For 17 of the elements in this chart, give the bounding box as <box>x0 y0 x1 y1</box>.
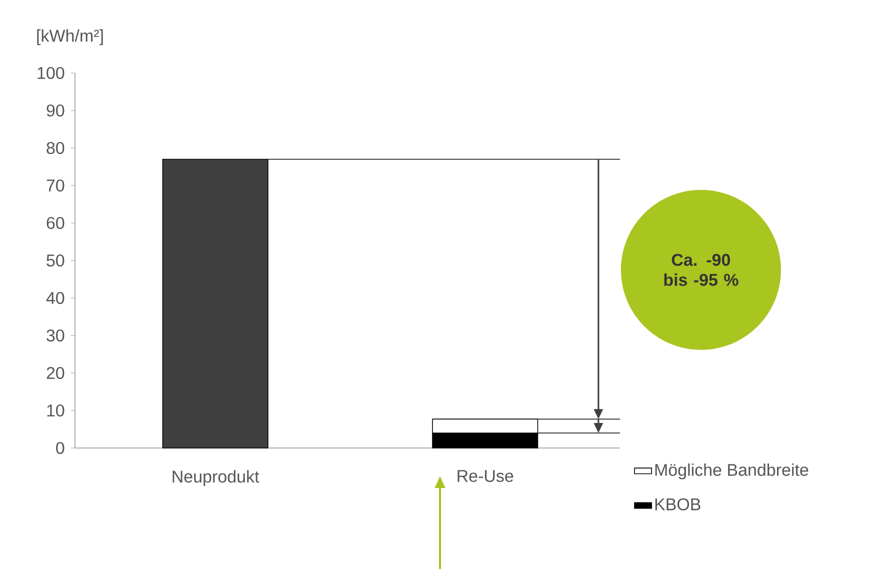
y-tick-label: 20 <box>46 366 64 380</box>
y-tick-label: 90 <box>46 104 64 117</box>
y-tick-label: 80 <box>46 142 64 154</box>
y-axis-title: [kWh/m²] <box>37 29 103 46</box>
x-tick-label: Neuprodukt <box>172 470 260 486</box>
y-tick-label: 30 <box>46 329 64 342</box>
y-tick-label: 0 <box>56 442 64 454</box>
text: Ca. -90 bis -95 % <box>664 254 738 286</box>
x-tick-label: Re-Use <box>458 470 514 482</box>
y-tick-label: 70 <box>46 179 64 192</box>
y-tick-label: 40 <box>46 292 64 304</box>
legend-label: KBOB <box>655 498 700 510</box>
y-tick-label: 100 <box>38 66 64 80</box>
y-tick-label: 10 <box>47 404 64 417</box>
y-tick-label: 60 <box>46 216 64 230</box>
legend-label: Mögliche Bandbreite <box>655 463 808 480</box>
y-tick-label: 50 <box>46 254 64 267</box>
